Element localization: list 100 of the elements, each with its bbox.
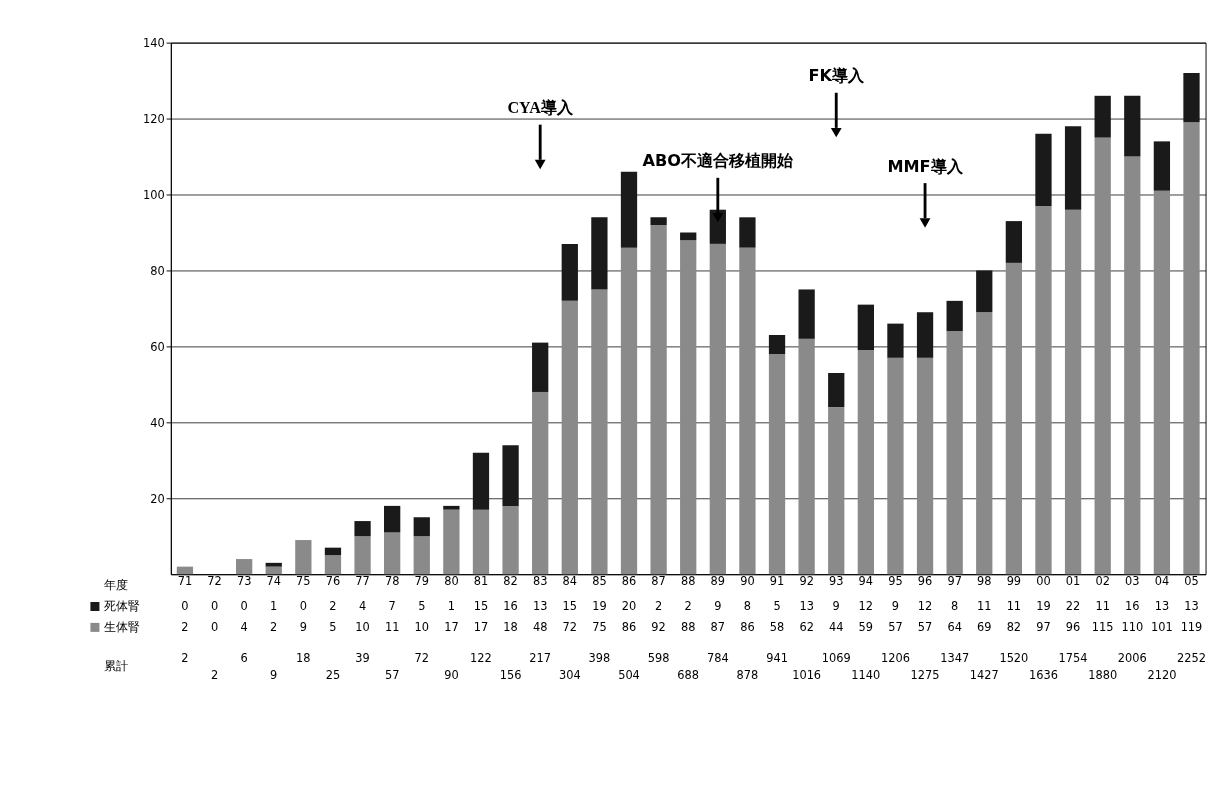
text: 1636 <box>1028 667 1058 682</box>
x-tick-label: 71 <box>177 574 193 589</box>
data-label: 1 <box>447 599 455 614</box>
bar <box>680 232 697 241</box>
data-label: 2 <box>181 620 189 635</box>
x-tick-label: 85 <box>592 574 607 589</box>
text: 39 <box>355 650 370 665</box>
data-label: 86 <box>621 620 637 635</box>
bar <box>739 217 756 248</box>
y-tick-label: 60 <box>150 339 165 354</box>
text: 18 <box>296 650 311 665</box>
data-label: 9 <box>299 620 307 635</box>
bar <box>413 517 430 537</box>
x-tick-label: 98 <box>977 574 992 589</box>
data-label: 11 <box>1095 599 1110 614</box>
bar <box>1183 73 1200 123</box>
data-label: 13 <box>1184 599 1199 614</box>
bar <box>532 391 549 575</box>
x-tick-label: 86 <box>621 574 637 589</box>
data-label: 7 <box>388 599 396 614</box>
data-label: 10 <box>414 620 430 635</box>
x-tick-label: 73 <box>236 574 252 589</box>
x-tick-label: 87 <box>651 574 666 589</box>
bar <box>976 270 993 313</box>
data-label: 9 <box>714 599 722 614</box>
text: 2006 <box>1117 650 1147 665</box>
x-tick-label: 76 <box>325 574 341 589</box>
text: 304 <box>558 667 581 682</box>
bar <box>1005 221 1023 263</box>
bar <box>1064 209 1082 575</box>
x-tick-label: 95 <box>888 574 903 589</box>
bar <box>1153 190 1171 575</box>
text: 1520 <box>999 650 1029 665</box>
bar <box>768 335 786 354</box>
bar <box>1094 137 1111 575</box>
data-label: 17 <box>444 620 459 635</box>
data-label: 13 <box>1154 599 1170 614</box>
bar <box>265 566 282 575</box>
x-tick-label: 01 <box>1065 574 1081 589</box>
bar <box>591 217 608 290</box>
data-label: 44 <box>828 620 844 635</box>
data-label: 86 <box>740 620 755 635</box>
y-tick-label: 100 <box>142 187 165 202</box>
x-axis-title: 年度 <box>104 578 129 593</box>
data-label: 2 <box>684 599 692 614</box>
text: 122 <box>470 650 492 665</box>
data-label: 57 <box>888 620 903 635</box>
data-label: 75 <box>592 620 607 635</box>
data-label: 0 <box>210 620 219 635</box>
x-tick-label: 72 <box>207 574 222 589</box>
x-tick-label: 03 <box>1125 574 1140 589</box>
annotation: FK導入 <box>808 66 865 86</box>
bar <box>916 312 934 358</box>
bar <box>857 350 874 575</box>
data-label: 5 <box>773 599 781 614</box>
text: 2 <box>210 667 219 682</box>
bar <box>1153 141 1171 191</box>
data-label: 62 <box>799 620 814 635</box>
x-tick-label: 88 <box>680 574 696 589</box>
data-label: 92 <box>651 620 666 635</box>
y-tick-label: 40 <box>150 415 165 430</box>
text: 9 <box>270 667 278 682</box>
bar <box>946 331 963 575</box>
x-tick-label: 02 <box>1095 574 1110 589</box>
bar <box>295 540 312 575</box>
x-tick-label: 92 <box>799 574 814 589</box>
text: 72 <box>414 650 430 665</box>
bar <box>946 300 963 332</box>
bar <box>680 240 697 575</box>
data-label: 1 <box>270 599 278 614</box>
data-label: 9 <box>891 599 900 614</box>
x-tick-label: 78 <box>384 574 400 589</box>
data-label: 58 <box>769 620 785 635</box>
bar <box>384 532 401 575</box>
bar <box>976 312 993 575</box>
data-label: 0 <box>240 599 248 614</box>
data-label: 10 <box>355 620 370 635</box>
bar <box>916 357 934 575</box>
bar <box>650 217 667 225</box>
bar <box>887 323 904 358</box>
bar <box>591 289 608 575</box>
data-label: 57 <box>917 620 933 635</box>
bar <box>236 559 253 575</box>
data-label: 11 <box>384 620 400 635</box>
data-label: 64 <box>947 620 962 635</box>
y-tick-label: 120 <box>142 111 165 126</box>
text: 1427 <box>969 667 999 682</box>
bar <box>324 547 342 556</box>
data-label: 20 <box>621 599 637 614</box>
text: 688 <box>677 667 700 682</box>
data-label: 88 <box>680 620 696 635</box>
data-label: 48 <box>532 620 548 635</box>
bar <box>887 357 904 575</box>
x-tick-label: 91 <box>769 574 785 589</box>
bar <box>709 243 726 575</box>
bar <box>857 304 874 351</box>
x-tick-label: 84 <box>562 574 578 589</box>
annotation: MMF導入 <box>887 156 964 176</box>
x-tick-label: 89 <box>710 574 726 589</box>
y-tick-label: 140 <box>142 35 165 50</box>
